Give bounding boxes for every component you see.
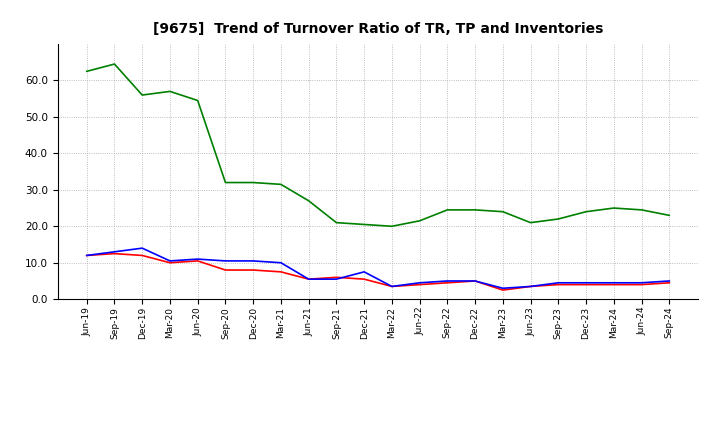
Trade Receivables [609,282,618,287]
Trade Receivables [82,253,91,258]
Inventories [554,216,562,222]
Trade Payables [609,280,618,286]
Trade Receivables [305,276,313,282]
Inventories [249,180,258,185]
Trade Receivables [249,268,258,273]
Trade Receivables [138,253,147,258]
Trade Payables [194,257,202,262]
Trade Payables [526,284,535,289]
Trade Receivables [665,280,674,286]
Trade Payables [498,286,507,291]
Inventories [665,213,674,218]
Trade Receivables [194,258,202,264]
Trade Payables [82,253,91,258]
Trade Payables [138,246,147,251]
Inventories [305,198,313,203]
Inventories [194,98,202,103]
Trade Receivables [276,269,285,275]
Inventories [526,220,535,225]
Inventories [498,209,507,214]
Trade Payables [387,284,396,289]
Trade Receivables [360,276,369,282]
Trade Receivables [110,251,119,256]
Trade Receivables [637,282,646,287]
Inventories [110,62,119,67]
Title: [9675]  Trend of Turnover Ratio of TR, TP and Inventories: [9675] Trend of Turnover Ratio of TR, TP… [153,22,603,36]
Trade Payables [637,280,646,286]
Trade Receivables [387,284,396,289]
Trade Receivables [498,287,507,293]
Inventories [221,180,230,185]
Trade Receivables [221,268,230,273]
Trade Payables [665,279,674,284]
Inventories [637,207,646,213]
Inventories [415,218,424,224]
Trade Payables [360,269,369,275]
Trade Receivables [415,282,424,287]
Trade Payables [249,258,258,264]
Trade Payables [554,280,562,286]
Trade Receivables [166,260,174,265]
Trade Payables [276,260,285,265]
Trade Payables [221,258,230,264]
Trade Receivables [554,282,562,287]
Trade Receivables [582,282,590,287]
Trade Payables [582,280,590,286]
Trade Payables [332,276,341,282]
Trade Payables [110,249,119,254]
Inventories [360,222,369,227]
Trade Payables [166,258,174,264]
Inventories [387,224,396,229]
Trade Payables [305,276,313,282]
Inventories [82,69,91,74]
Trade Payables [415,280,424,286]
Line: Trade Payables: Trade Payables [86,248,670,288]
Line: Trade Receivables: Trade Receivables [86,253,670,290]
Inventories [471,207,480,213]
Inventories [443,207,451,213]
Inventories [332,220,341,225]
Inventories [138,92,147,98]
Inventories [276,182,285,187]
Trade Payables [471,279,480,284]
Inventories [609,205,618,211]
Line: Inventories: Inventories [86,64,670,226]
Inventories [582,209,590,214]
Legend: Trade Receivables, Trade Payables, Inventories: Trade Receivables, Trade Payables, Inven… [175,438,581,440]
Trade Receivables [443,280,451,286]
Trade Payables [443,279,451,284]
Trade Receivables [332,275,341,280]
Trade Receivables [526,284,535,289]
Trade Receivables [471,279,480,284]
Inventories [166,89,174,94]
